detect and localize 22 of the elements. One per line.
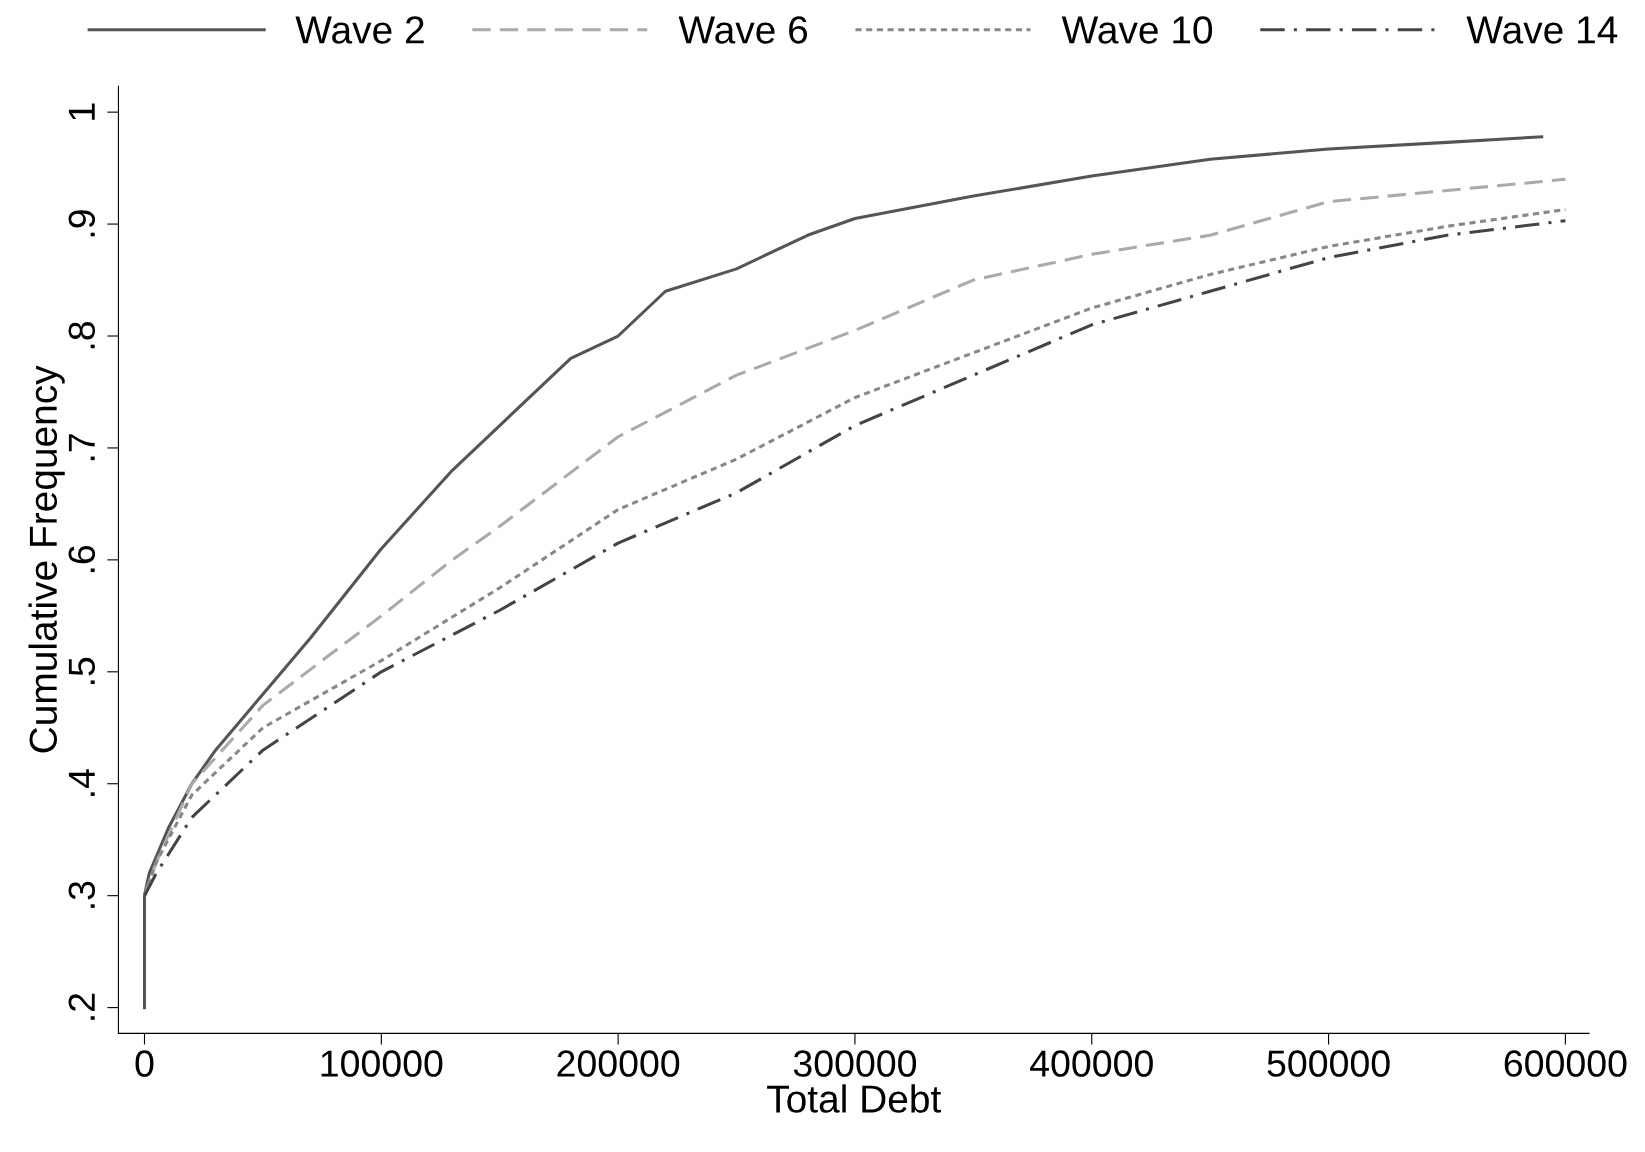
x-tick-label: 100000: [321, 1050, 443, 1077]
x-tick-label: 300000: [793, 1050, 917, 1077]
y-tick-label: .4: [68, 769, 95, 796]
legend-label: Wave 2: [295, 16, 424, 44]
legend-label: Wave 14: [1466, 16, 1618, 44]
y-tick-label: .3: [68, 881, 96, 908]
y-tick-label: .8: [68, 322, 96, 349]
y-axis-title: Cumulative Frequency: [28, 365, 65, 753]
x-tick-label: 400000: [1030, 1050, 1153, 1077]
y-tick-label: .2: [68, 993, 95, 1020]
y-tick-label: .5: [68, 657, 96, 685]
y-tick-label: .9: [68, 210, 96, 237]
legend-label: Wave 10: [1061, 16, 1213, 44]
y-tick-label: .7: [68, 434, 95, 461]
x-axis-title: Total Debt: [767, 1084, 942, 1113]
x-tick-label: 500000: [1267, 1050, 1390, 1077]
x-tick-label: 0: [135, 1050, 154, 1077]
x-tick-label: 600000: [1504, 1050, 1627, 1077]
legend-label: Wave 6: [678, 16, 808, 44]
x-tick-label: 200000: [557, 1050, 680, 1077]
y-tick-label: 1: [68, 103, 95, 120]
y-tick-label: .6: [68, 545, 96, 573]
